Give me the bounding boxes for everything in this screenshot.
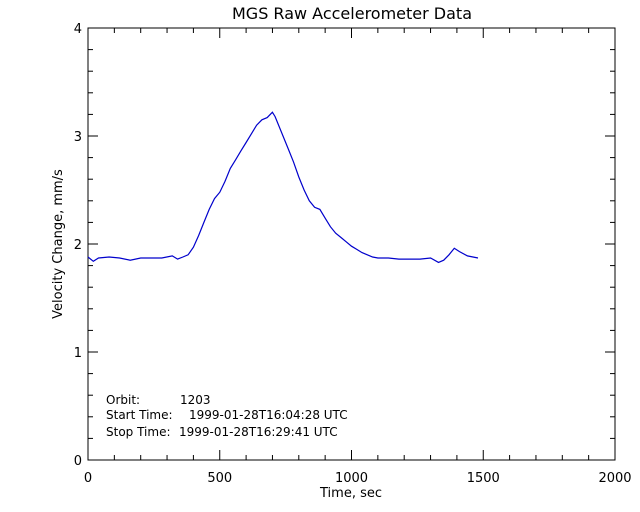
- start-time-label: Start Time:: [106, 408, 173, 422]
- info-block: Orbit: 1203 Start Time: 1999-01-28T16:04…: [106, 393, 348, 439]
- y-tick-label: 1: [74, 346, 82, 361]
- y-axis-label: Velocity Change, mm/s: [51, 169, 66, 319]
- chart-title: MGS Raw Accelerometer Data: [232, 4, 472, 23]
- orbit-value: 1203: [180, 393, 211, 407]
- x-tick-label: 1000: [335, 471, 368, 486]
- y-tick-label: 0: [74, 454, 82, 469]
- y-tick-label: 3: [74, 130, 82, 145]
- start-time-value: 1999-01-28T16:04:28 UTC: [189, 408, 348, 422]
- x-tick-label: 2000: [598, 471, 631, 486]
- y-axis-ticks: 0 1 2 3 4: [74, 22, 615, 469]
- stop-time-label: Stop Time:: [106, 425, 171, 439]
- stop-time-value: 1999-01-28T16:29:41 UTC: [179, 425, 338, 439]
- x-tick-label: 0: [84, 471, 92, 486]
- plot-frame: [87, 27, 616, 461]
- series-line: [87, 111, 479, 264]
- y-tick-label: 4: [74, 22, 82, 37]
- y-tick-label: 2: [74, 238, 82, 253]
- x-axis-ticks: 0 500 1000 1500 2000: [84, 28, 632, 486]
- x-axis-label: Time, sec: [319, 486, 382, 501]
- x-tick-label: 1500: [467, 471, 500, 486]
- orbit-label: Orbit:: [106, 393, 140, 407]
- x-tick-label: 500: [207, 471, 232, 486]
